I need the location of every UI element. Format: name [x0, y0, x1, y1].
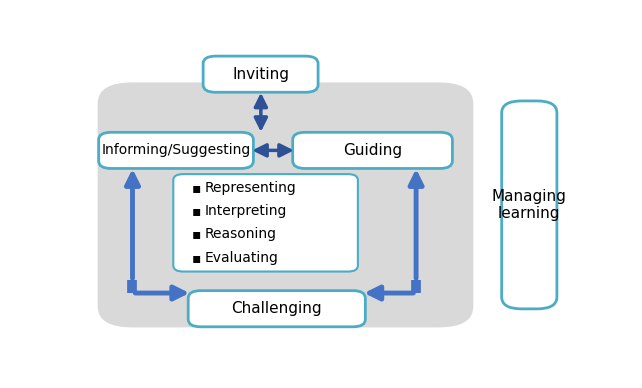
FancyBboxPatch shape — [203, 56, 318, 92]
Text: Managing
learning: Managing learning — [492, 189, 567, 221]
Text: ▪: ▪ — [192, 251, 202, 265]
FancyBboxPatch shape — [98, 82, 473, 327]
FancyBboxPatch shape — [501, 101, 557, 309]
Text: Interpreting: Interpreting — [205, 204, 287, 218]
FancyBboxPatch shape — [99, 132, 254, 168]
Text: Inviting: Inviting — [232, 67, 289, 82]
Text: Challenging: Challenging — [232, 301, 322, 316]
Text: Evaluating: Evaluating — [205, 251, 279, 265]
Text: ▪: ▪ — [192, 204, 202, 218]
Text: Informing/Suggesting: Informing/Suggesting — [101, 144, 250, 158]
Text: ▪: ▪ — [192, 227, 202, 241]
FancyBboxPatch shape — [293, 132, 453, 168]
Text: Reasoning: Reasoning — [205, 227, 277, 241]
FancyBboxPatch shape — [188, 291, 365, 327]
FancyBboxPatch shape — [173, 174, 358, 272]
Text: Representing: Representing — [205, 181, 297, 195]
Text: Guiding: Guiding — [343, 143, 402, 158]
Text: ▪: ▪ — [192, 181, 202, 195]
